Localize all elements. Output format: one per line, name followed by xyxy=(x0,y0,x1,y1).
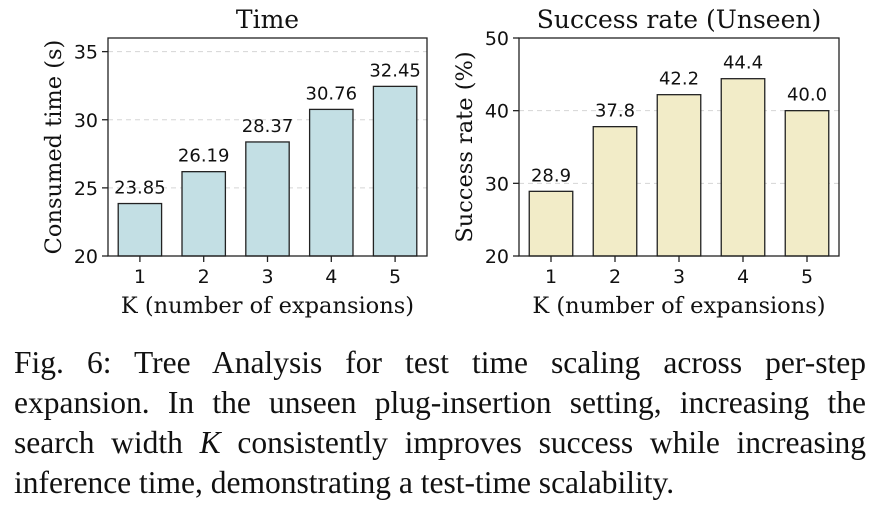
success-y-axis-label: Success rate (%) xyxy=(452,51,478,242)
success-value-label-2: 37.8 xyxy=(595,101,635,122)
time-bar-5 xyxy=(372,85,418,257)
time-xtick-label-4: 4 xyxy=(325,266,337,288)
success-xtick-label-5: 5 xyxy=(801,266,813,288)
success-xtick-label-2: 2 xyxy=(609,266,621,288)
time-xtick-label-2: 2 xyxy=(198,266,210,288)
time-ytick-label-0: 20 xyxy=(74,246,98,268)
time-value-label-1: 23.85 xyxy=(114,178,166,199)
time-ytick-label-2: 30 xyxy=(74,110,98,132)
time-bar-2 xyxy=(181,171,227,257)
time-y-axis-label: Consumed time (s) xyxy=(41,40,67,255)
success-bar-4 xyxy=(720,78,766,257)
success-value-label-5: 40.0 xyxy=(787,85,827,106)
time-value-label-5: 32.45 xyxy=(369,60,421,81)
time-x-axis-label: K (number of expansions) xyxy=(121,293,414,319)
success-xtick-label-4: 4 xyxy=(737,266,749,288)
success-xtick-label-1: 1 xyxy=(545,266,557,288)
success-value-label-1: 28.9 xyxy=(531,165,571,186)
time-xtick-label-1: 1 xyxy=(134,266,146,288)
figure-caption: Fig. 6: Tree Analysis for test time scal… xyxy=(14,343,866,503)
success-ytick-label-1: 30 xyxy=(485,173,509,195)
caption-text-end: consistently improves success while incr… xyxy=(14,425,866,500)
time-bar-3 xyxy=(245,141,290,257)
success-ytick-label-3: 50 xyxy=(485,28,509,50)
success-bar-2 xyxy=(592,126,638,257)
success-chart-title: Success rate (Unseen) xyxy=(537,5,821,34)
success-ytick-label-2: 40 xyxy=(485,101,509,123)
time-ytick-label-3: 35 xyxy=(74,42,98,64)
caption-variable-k: K xyxy=(199,425,221,460)
time-value-label-2: 26.19 xyxy=(178,146,230,167)
time-bar-1 xyxy=(117,202,163,257)
time-ytick-label-1: 25 xyxy=(74,178,98,200)
success-bar-5 xyxy=(784,110,830,257)
success-ytick-label-0: 20 xyxy=(485,246,509,268)
success-bar-3 xyxy=(656,94,702,257)
success-xtick-label-3: 3 xyxy=(673,266,685,288)
success-value-label-3: 42.2 xyxy=(659,69,699,90)
caption-text-start: Fig. 6: Tree Analysis for test time scal… xyxy=(14,345,866,460)
time-bar-4 xyxy=(308,108,354,257)
time-value-label-3: 28.37 xyxy=(242,116,294,137)
success-bar-1 xyxy=(528,190,574,257)
time-chart-title: Time xyxy=(236,5,299,34)
success-x-axis-label: K (number of expansions) xyxy=(532,293,825,319)
time-xtick-label-3: 3 xyxy=(261,266,273,288)
time-xtick-label-5: 5 xyxy=(389,266,401,288)
success-value-label-4: 44.4 xyxy=(723,53,763,74)
time-value-label-4: 30.76 xyxy=(306,83,358,104)
